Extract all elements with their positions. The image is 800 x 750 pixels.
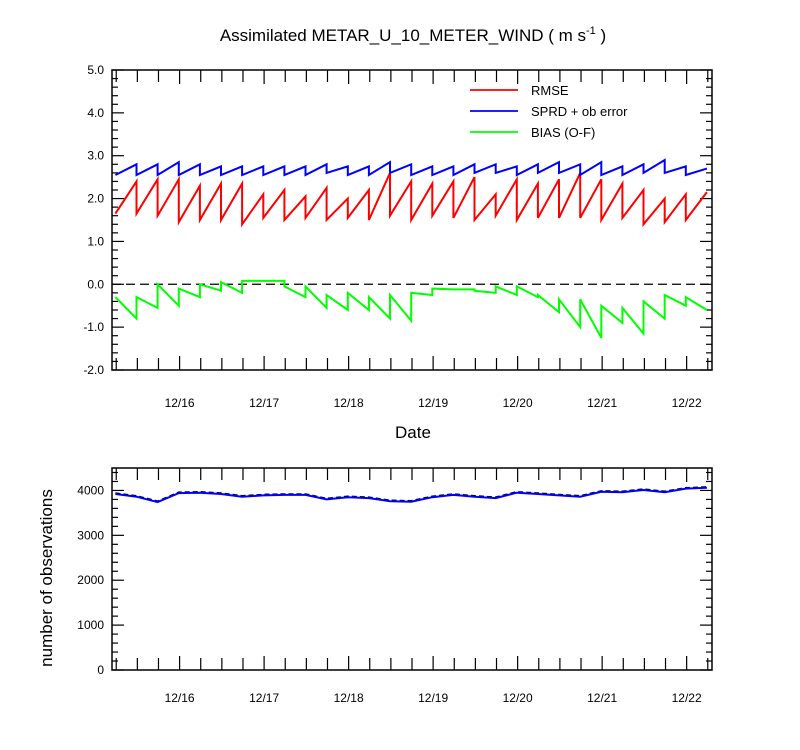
bottom-y-tick-label: 4000 (77, 483, 104, 497)
top-x-tick-label: 12/18 (334, 396, 364, 410)
chart-title-main: Assimilated METAR_U_10_METER_WIND ( m s (220, 26, 586, 45)
legend-label: BIAS (O-F) (531, 125, 595, 140)
legend-label: RMSE (531, 83, 569, 98)
top-x-tick-label: 12/17 (249, 396, 279, 410)
bottom-y-tick-label: 2000 (77, 573, 104, 587)
legend-label: SPRD + ob error (531, 104, 628, 119)
top-y-tick-label: 1.0 (87, 234, 104, 248)
bottom-x-tick-label: 12/22 (672, 691, 702, 705)
bottom-x-tick-label: 12/17 (249, 691, 279, 705)
top-y-tick-label: -1.0 (83, 320, 104, 334)
top-series-rmse (114, 172, 708, 228)
bottom-x-tick-label: 12/16 (165, 691, 195, 705)
top-plot-panel: -2.0 -1.0 0.0 1.0 2.0 3.0 4.0 5.0 12/16 12/17 12/1… (83, 63, 713, 410)
bottom-plot-panel: 0 1000 2000 3000 4000 12/16 12/17 12/18 12/19 12/… (77, 467, 713, 705)
top-x-tick-label: 12/19 (418, 396, 448, 410)
y-axis-label-observations: number of observations (37, 489, 56, 667)
top-y-tick-label: 3.0 (87, 149, 104, 163)
bottom-x-tick-label: 12/18 (334, 691, 364, 705)
chart-title-sup: -1 (586, 25, 596, 37)
bottom-y-tick-label: 3000 (77, 528, 104, 542)
top-y-tick-label: 5.0 (87, 63, 104, 77)
bottom-y-tick-label: 0 (97, 663, 104, 677)
top-y-tick-label: 0.0 (87, 277, 104, 291)
bottom-x-tick-label: 12/21 (587, 691, 617, 705)
top-x-tick-label: 12/21 (587, 396, 617, 410)
bottom-series-assimilated-observations (115, 486, 707, 504)
bottom-x-tick-label: 12/20 (503, 691, 533, 705)
bottom-frame (111, 467, 713, 671)
bottom-x-tick-label: 12/19 (418, 691, 448, 705)
x-axis-label: Date (395, 423, 431, 442)
top-x-tick-label: 12/22 (672, 396, 702, 410)
bottom-series-possible-observations (115, 486, 707, 503)
top-x-tick-label: 12/16 (165, 396, 195, 410)
chart-title: Assimilated METAR_U_10_METER_WIND ( m s-… (220, 25, 606, 45)
top-x-tick-label: 12/20 (503, 396, 533, 410)
top-y-tick-label: -2.0 (83, 363, 104, 377)
top-series-bias-o-f (114, 279, 708, 339)
top-y-tick-label: 4.0 (87, 106, 104, 120)
top-y-tick-label: 2.0 (87, 192, 104, 206)
top-series-sprd-ob-error (114, 158, 708, 177)
chart-title-end: ) (596, 26, 606, 45)
bottom-y-tick-label: 1000 (77, 618, 104, 632)
